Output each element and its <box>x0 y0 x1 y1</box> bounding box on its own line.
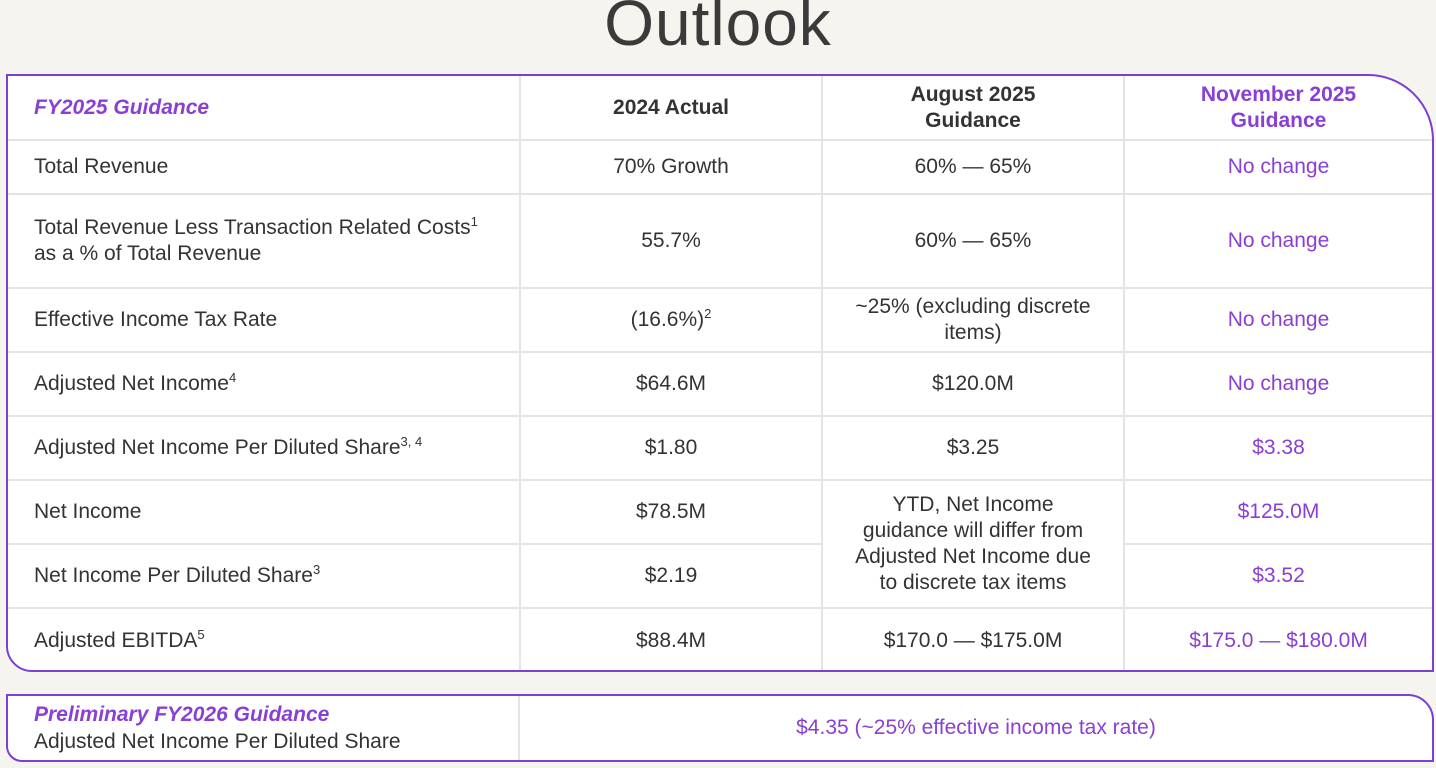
row-actual: 70% Growth <box>520 140 823 195</box>
table-row: Total Revenue Less Transaction Related C… <box>8 194 1432 289</box>
fy2026-value: $4.35 (~25% effective income tax rate) <box>796 716 1156 739</box>
row-actual: $88.4M <box>520 608 823 670</box>
table-row: Adjusted EBITDA5 $88.4M $170.0 — $175.0M… <box>8 608 1432 670</box>
row-label: Net Income Per Diluted Share3 <box>8 544 521 609</box>
row-actual: 55.7% <box>520 194 823 289</box>
row-august-merged: YTD, Net Income guidance will differ fro… <box>822 480 1125 609</box>
row-november: No change <box>1124 194 1432 289</box>
fy2026-guidance-box: Preliminary FY2026 Guidance Adjusted Net… <box>6 694 1434 762</box>
table-row: Total Revenue 70% Growth 60% — 65% No ch… <box>8 140 1432 195</box>
row-label: Effective Income Tax Rate <box>8 288 521 353</box>
table-row: Net Income Per Diluted Share3 $2.19 $3.5… <box>8 544 1432 609</box>
footnote-marker: 3, 4 <box>400 434 423 449</box>
fy2025-guidance-table: FY2025 Guidance 2024 Actual August 2025 … <box>6 74 1434 672</box>
row-november: No change <box>1124 140 1432 195</box>
row-november: $3.52 <box>1124 544 1432 609</box>
row-august: $3.25 <box>822 416 1125 481</box>
table-row: Adjusted Net Income4 $64.6M $120.0M No c… <box>8 352 1432 417</box>
row-label: Adjusted Net Income4 <box>8 352 521 417</box>
fy2026-metric: Adjusted Net Income Per Diluted Share <box>34 730 401 753</box>
footnote-marker: 2 <box>704 306 712 321</box>
row-november: No change <box>1124 352 1432 417</box>
row-november: No change <box>1124 288 1432 353</box>
row-august: ~25% (excluding discrete items) <box>822 288 1125 353</box>
row-actual: $2.19 <box>520 544 823 609</box>
row-label: Adjusted Net Income Per Diluted Share3, … <box>8 416 521 481</box>
table-row: Adjusted Net Income Per Diluted Share3, … <box>8 416 1432 481</box>
table-row: Effective Income Tax Rate (16.6%)2 ~25% … <box>8 288 1432 353</box>
row-november: $3.38 <box>1124 416 1432 481</box>
header-fy2025-guidance: FY2025 Guidance <box>8 76 521 141</box>
row-label: Adjusted EBITDA5 <box>8 608 521 670</box>
header-august-2025-guidance: August 2025 Guidance <box>822 76 1125 141</box>
row-actual: (16.6%)2 <box>520 288 823 353</box>
footnote-marker: 3 <box>312 562 321 577</box>
row-november: $125.0M <box>1124 480 1432 545</box>
row-august: $170.0 — $175.0M <box>822 608 1125 670</box>
row-actual: $1.80 <box>520 416 823 481</box>
footnote-marker: 1 <box>470 214 478 229</box>
page-title: Outlook <box>604 0 832 59</box>
row-label: Total Revenue <box>8 140 521 195</box>
row-november: $175.0 — $180.0M <box>1189 628 1368 652</box>
row-label: Net Income <box>8 480 521 545</box>
row-actual: $78.5M <box>520 480 823 545</box>
header-november-2025-guidance: November 2025 Guidance <box>1124 76 1432 141</box>
fy2026-label-cell: Preliminary FY2026 Guidance Adjusted Net… <box>8 696 520 760</box>
row-august: $120.0M <box>822 352 1125 417</box>
header-2024-actual: 2024 Actual <box>520 76 823 141</box>
fy2026-title: Preliminary FY2026 Guidance <box>34 703 330 726</box>
footnote-marker: 5 <box>197 626 205 642</box>
row-actual: $64.6M <box>520 352 823 417</box>
row-label: Total Revenue Less Transaction Related C… <box>8 194 521 289</box>
table-header-row: FY2025 Guidance 2024 Actual August 2025 … <box>8 76 1432 141</box>
footnote-marker: 4 <box>228 370 237 385</box>
row-august: 60% — 65% <box>822 194 1125 289</box>
table-row: Net Income $78.5M YTD, Net Income guidan… <box>8 480 1432 609</box>
row-august: 60% — 65% <box>822 140 1125 195</box>
